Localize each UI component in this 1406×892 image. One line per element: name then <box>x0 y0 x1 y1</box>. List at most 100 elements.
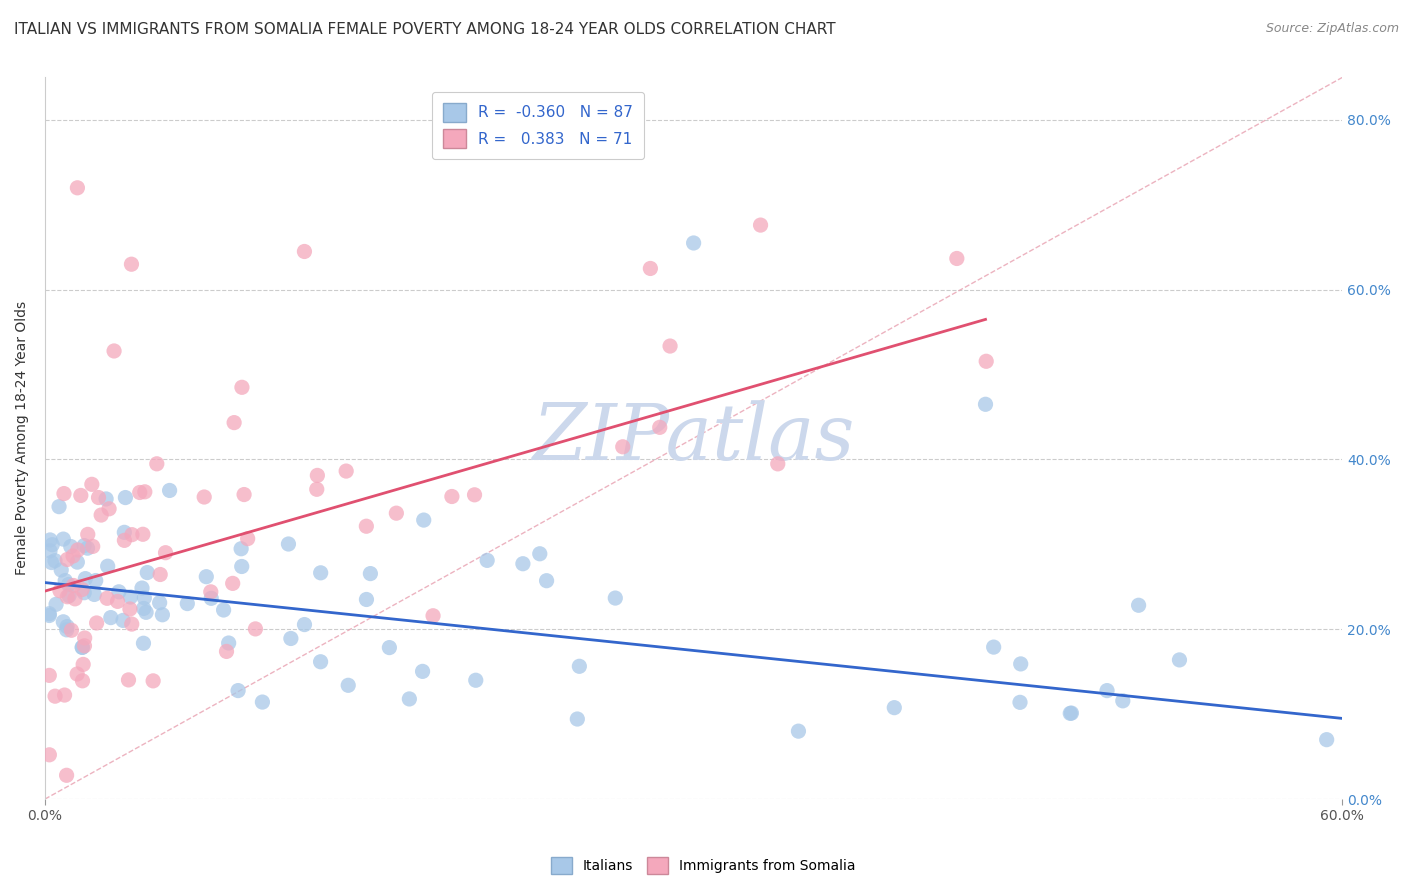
Point <box>108 584 131 599</box>
Point <box>80 477 103 491</box>
Point <box>44 689 66 703</box>
Point <box>38 747 60 762</box>
Point <box>72 640 94 655</box>
Point <box>146 457 169 471</box>
Point <box>107 594 129 608</box>
Point <box>231 541 253 556</box>
Point <box>112 533 135 548</box>
Point <box>294 617 316 632</box>
Point <box>659 339 682 353</box>
Point <box>385 506 408 520</box>
Point <box>66 181 89 195</box>
Point <box>62 549 84 563</box>
Point <box>132 636 155 650</box>
Point <box>567 712 589 726</box>
Point <box>883 700 905 714</box>
Point <box>512 557 534 571</box>
Point <box>176 597 198 611</box>
Point <box>112 525 135 540</box>
Point <box>44 554 66 568</box>
Point <box>134 591 156 605</box>
Legend: Italians, Immigrants from Somalia: Italians, Immigrants from Somalia <box>544 850 862 880</box>
Point <box>682 235 704 250</box>
Point <box>983 640 1005 654</box>
Point <box>132 601 155 615</box>
Point <box>215 644 238 658</box>
Point <box>766 457 789 471</box>
Point <box>309 566 332 580</box>
Legend: R =  -0.360   N = 87, R =   0.383   N = 71: R = -0.360 N = 87, R = 0.383 N = 71 <box>432 92 644 159</box>
Text: ZIPatlas: ZIPatlas <box>533 401 855 476</box>
Point <box>94 491 117 506</box>
Point <box>90 508 112 522</box>
Point <box>142 673 165 688</box>
Point <box>60 624 83 638</box>
Point <box>100 610 122 624</box>
Point <box>277 537 299 551</box>
Point <box>63 591 86 606</box>
Point <box>974 397 997 411</box>
Point <box>1168 653 1191 667</box>
Point <box>87 491 110 505</box>
Point <box>41 538 63 552</box>
Point <box>231 559 253 574</box>
Point <box>749 218 772 232</box>
Point <box>224 416 246 430</box>
Point <box>38 608 60 623</box>
Point <box>58 577 80 591</box>
Point <box>1316 732 1339 747</box>
Point <box>53 574 76 588</box>
Point <box>135 605 157 619</box>
Point <box>155 546 177 560</box>
Point <box>72 657 94 672</box>
Point <box>38 607 60 621</box>
Point <box>66 555 89 569</box>
Text: ITALIAN VS IMMIGRANTS FROM SOMALIA FEMALE POVERTY AMONG 18-24 YEAR OLDS CORRELAT: ITALIAN VS IMMIGRANTS FROM SOMALIA FEMAL… <box>14 22 835 37</box>
Point <box>41 556 63 570</box>
Point <box>612 440 634 454</box>
Point <box>1059 706 1081 721</box>
Point <box>48 500 70 514</box>
Point <box>149 596 172 610</box>
Point <box>787 724 810 739</box>
Point <box>53 688 76 702</box>
Point <box>412 665 434 679</box>
Point <box>73 585 96 599</box>
Point <box>464 673 486 688</box>
Point <box>946 252 969 266</box>
Point <box>39 533 62 547</box>
Point <box>568 659 591 673</box>
Point <box>195 570 218 584</box>
Point <box>1095 683 1118 698</box>
Point <box>1112 694 1135 708</box>
Point <box>605 591 627 605</box>
Point <box>222 576 245 591</box>
Point <box>233 487 256 501</box>
Point <box>252 695 274 709</box>
Point <box>149 567 172 582</box>
Point <box>536 574 558 588</box>
Point <box>1010 657 1032 671</box>
Point <box>56 552 79 566</box>
Point <box>309 655 332 669</box>
Point <box>294 244 316 259</box>
Point <box>117 673 139 687</box>
Point <box>121 527 143 541</box>
Point <box>356 519 378 533</box>
Point <box>75 572 97 586</box>
Point <box>84 574 107 588</box>
Point <box>200 585 222 599</box>
Point <box>121 617 143 632</box>
Point <box>70 582 93 597</box>
Point <box>120 590 142 604</box>
Point <box>66 543 89 558</box>
Point <box>974 354 997 368</box>
Point <box>52 615 75 629</box>
Point <box>398 692 420 706</box>
Point <box>200 591 222 606</box>
Point <box>464 488 486 502</box>
Point <box>76 527 98 541</box>
Point <box>98 501 121 516</box>
Point <box>72 673 94 688</box>
Point <box>83 587 105 601</box>
